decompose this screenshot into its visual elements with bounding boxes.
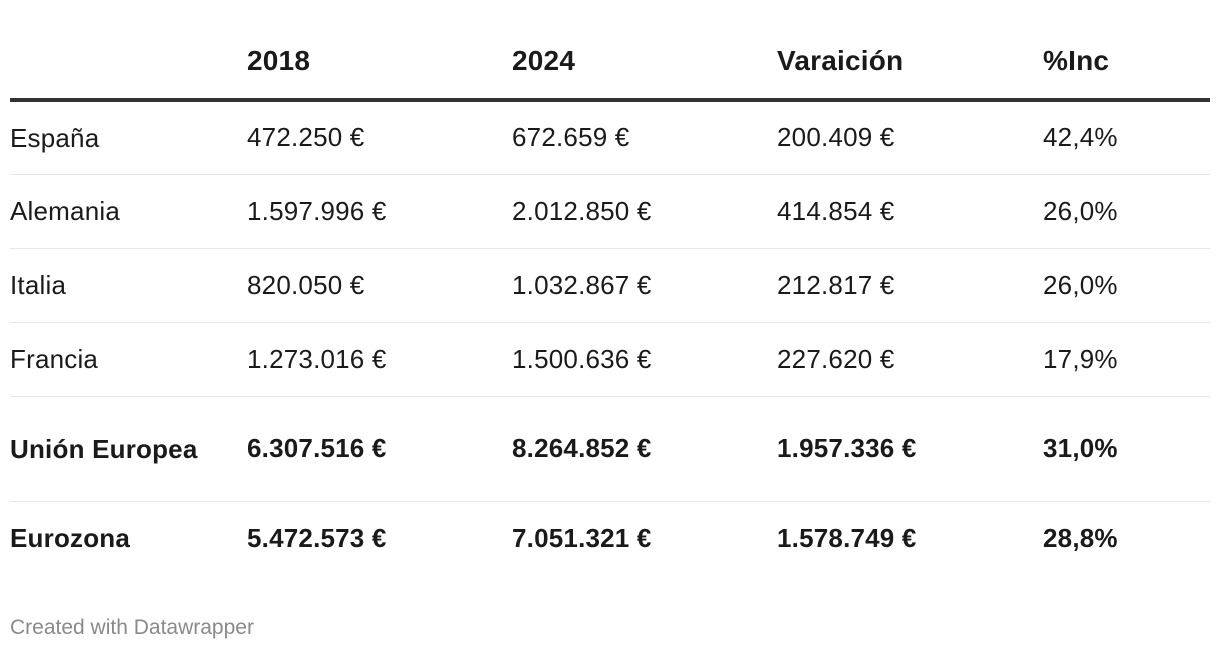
table-row: España 472.250 € 672.659 € 200.409 € 42,… — [10, 100, 1210, 175]
cell-change: 414.854 € — [777, 174, 1043, 249]
cell-country: Eurozona — [10, 523, 131, 554]
cell-pct: 42,4% — [1043, 100, 1210, 175]
cell-change: 1.957.336 € — [777, 396, 1043, 502]
cell-country: Francia — [10, 322, 247, 397]
header-cell-country[interactable] — [10, 24, 247, 102]
cell-pct: 28,8% — [1043, 522, 1118, 553]
data-table: 2018 2024 Varaición %Inc España 472.250 … — [10, 24, 1210, 575]
header-cell-pct[interactable]: %Inc — [1043, 24, 1210, 102]
datawrapper-credit[interactable]: Created with Datawrapper — [10, 616, 254, 639]
cell-2024: 672.659 € — [512, 100, 777, 175]
cell-2018: 5.472.573 € — [247, 522, 387, 553]
cell-2018: 1.273.016 € — [247, 322, 512, 397]
cell-pct: 26,0% — [1043, 248, 1210, 323]
cell-2018: 1.597.996 € — [247, 174, 512, 249]
cell-change: 227.620 € — [777, 322, 1043, 397]
header-cell-2018[interactable]: 2018 — [247, 24, 512, 102]
cell-change: 212.817 € — [777, 248, 1043, 323]
header-cell-2024[interactable]: 2024 — [512, 24, 777, 102]
cell-2024: 2.012.850 € — [512, 174, 777, 249]
cell-2024: 1.032.867 € — [512, 248, 777, 323]
cell-2024: 7.051.321 € — [512, 522, 652, 553]
cell-2024: 8.264.852 € — [512, 396, 777, 502]
cell-pct: 17,9% — [1043, 322, 1210, 397]
cell-2024: 1.500.636 € — [512, 322, 777, 397]
table-row: Italia 820.050 € 1.032.867 € 212.817 € 2… — [10, 248, 1210, 323]
table-row-total: Unión Europea 6.307.516 € 8.264.852 € 1.… — [10, 396, 1210, 502]
table-row: Francia 1.273.016 € 1.500.636 € 227.620 … — [10, 322, 1210, 397]
cell-2018: 472.250 € — [247, 100, 512, 175]
cell-country: Alemania — [10, 174, 247, 249]
header-row: 2018 2024 Varaición %Inc — [10, 24, 1210, 102]
table-row-total: Eurozona 5.472.573 € 7.051.321 € 1.578.7… — [10, 501, 1210, 575]
cell-country: España — [10, 100, 247, 175]
cell-country: Italia — [10, 248, 247, 323]
cell-2018: 820.050 € — [247, 248, 512, 323]
table-row: Alemania 1.597.996 € 2.012.850 € 414.854… — [10, 174, 1210, 249]
cell-country: Unión Europea — [10, 396, 247, 502]
cell-pct: 26,0% — [1043, 174, 1210, 249]
cell-change: 1.578.749 € — [777, 522, 917, 553]
header-cell-change[interactable]: Varaición — [777, 24, 1043, 102]
cell-change: 200.409 € — [777, 100, 1043, 175]
cell-2018: 6.307.516 € — [247, 396, 512, 502]
cell-pct: 31,0% — [1043, 396, 1210, 502]
